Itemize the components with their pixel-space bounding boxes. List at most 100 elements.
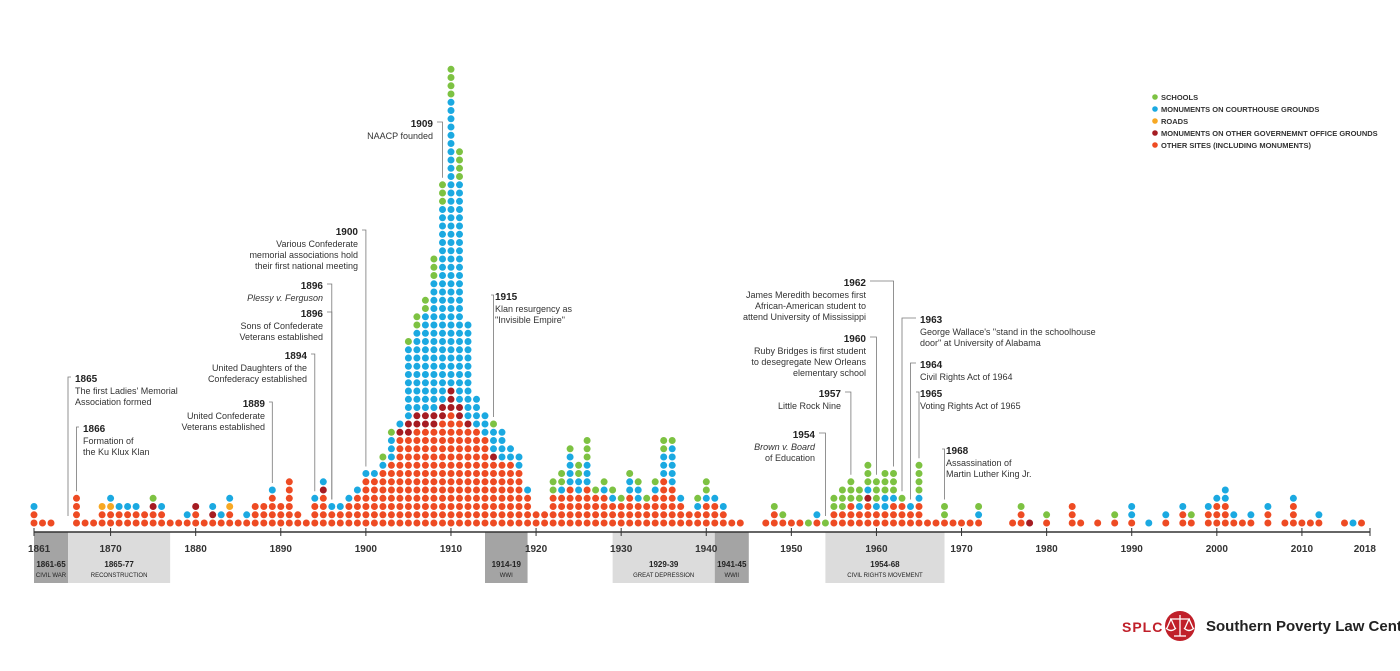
- data-dot: [286, 520, 293, 527]
- data-dot: [388, 429, 395, 436]
- data-dot: [669, 487, 676, 494]
- annotation: 1866Formation ofthe Ku Klux Klan: [83, 424, 150, 457]
- data-dot: [1239, 520, 1246, 527]
- data-dot: [660, 478, 667, 485]
- data-dot: [107, 511, 114, 518]
- data-dot: [337, 511, 344, 518]
- annotation-line: Confederacy established: [208, 374, 307, 384]
- data-dot: [439, 181, 446, 188]
- annotation-year: 1968: [946, 446, 969, 457]
- annotation-line: Voting Rights Act of 1965: [920, 401, 1021, 411]
- data-dot: [856, 495, 863, 502]
- data-dot: [448, 66, 455, 73]
- data-dot: [422, 478, 429, 485]
- data-dot: [864, 487, 871, 494]
- data-dot: [490, 503, 497, 510]
- data-dot: [269, 511, 276, 518]
- data-dot: [362, 511, 369, 518]
- data-dot: [499, 487, 506, 494]
- data-dot: [422, 379, 429, 386]
- legend-label: OTHER SITES (INCLUDING MONUMENTS): [1161, 141, 1311, 150]
- data-dot: [643, 520, 650, 527]
- data-dot: [882, 470, 889, 477]
- data-dot: [907, 503, 914, 510]
- data-dot: [311, 503, 318, 510]
- data-dot: [626, 511, 633, 518]
- data-dot: [575, 478, 582, 485]
- data-dot: [465, 487, 472, 494]
- data-dot: [430, 363, 437, 370]
- annotations-layer: 1865The first Ladies' MemorialAssociatio…: [75, 119, 1096, 479]
- data-dot: [1290, 495, 1297, 502]
- data-dot: [1290, 520, 1297, 527]
- annotation-leader: [68, 377, 71, 516]
- x-tick-label: 1940: [695, 544, 718, 555]
- data-dot: [448, 379, 455, 386]
- data-dot: [260, 520, 267, 527]
- data-dot: [430, 421, 437, 428]
- data-dot: [396, 487, 403, 494]
- data-dot: [482, 421, 489, 428]
- data-dot: [1315, 520, 1322, 527]
- data-dot: [456, 355, 463, 362]
- era-name: RECONSTRUCTION: [91, 573, 148, 579]
- data-dot: [448, 148, 455, 155]
- data-dot: [328, 511, 335, 518]
- data-dot: [830, 495, 837, 502]
- data-dot: [456, 313, 463, 320]
- data-dot: [448, 470, 455, 477]
- data-dot: [243, 520, 250, 527]
- data-dot: [465, 330, 472, 337]
- annotation-line: Assassination of: [946, 458, 1012, 468]
- data-dot: [584, 503, 591, 510]
- data-dot: [1230, 511, 1237, 518]
- data-dot: [456, 371, 463, 378]
- era-range: 1941-45: [717, 560, 747, 569]
- annotation-line: Little Rock Nine: [778, 401, 841, 411]
- data-dot: [133, 511, 140, 518]
- data-dot: [864, 503, 871, 510]
- data-dot: [592, 495, 599, 502]
- data-dot: [473, 478, 480, 485]
- data-dot: [73, 503, 80, 510]
- data-dot: [677, 495, 684, 502]
- data-dot: [413, 487, 420, 494]
- data-dot: [456, 462, 463, 469]
- data-dot: [584, 445, 591, 452]
- data-dot: [1043, 520, 1050, 527]
- data-dot: [465, 371, 472, 378]
- data-dot: [218, 520, 225, 527]
- data-dot: [116, 503, 123, 510]
- data-dot: [133, 503, 140, 510]
- data-dot: [243, 511, 250, 518]
- data-dot: [456, 173, 463, 180]
- annotation-line: their first national meeting: [255, 261, 358, 271]
- data-dot: [1205, 511, 1212, 518]
- x-tick-label: 1880: [185, 544, 208, 555]
- data-dot: [439, 190, 446, 197]
- data-dot: [490, 429, 497, 436]
- data-dot: [413, 445, 420, 452]
- data-dot: [550, 495, 557, 502]
- data-dot: [473, 470, 480, 477]
- data-dot: [456, 388, 463, 395]
- data-dot: [430, 478, 437, 485]
- data-dot: [448, 165, 455, 172]
- data-dot: [890, 478, 897, 485]
- data-dot: [720, 511, 727, 518]
- data-dot: [422, 355, 429, 362]
- data-dot: [439, 454, 446, 461]
- x-tick-label: 1930: [610, 544, 633, 555]
- data-dot: [413, 379, 420, 386]
- data-dot: [388, 520, 395, 527]
- data-dot: [465, 437, 472, 444]
- annotation-line: Martin Luther King Jr.: [946, 469, 1032, 479]
- annotation-line: Veterans established: [239, 332, 323, 342]
- data-dot: [652, 511, 659, 518]
- data-dot: [473, 412, 480, 419]
- data-dot: [890, 520, 897, 527]
- data-dot: [31, 503, 38, 510]
- legend-label: ROADS: [1161, 117, 1188, 126]
- data-dot: [379, 478, 386, 485]
